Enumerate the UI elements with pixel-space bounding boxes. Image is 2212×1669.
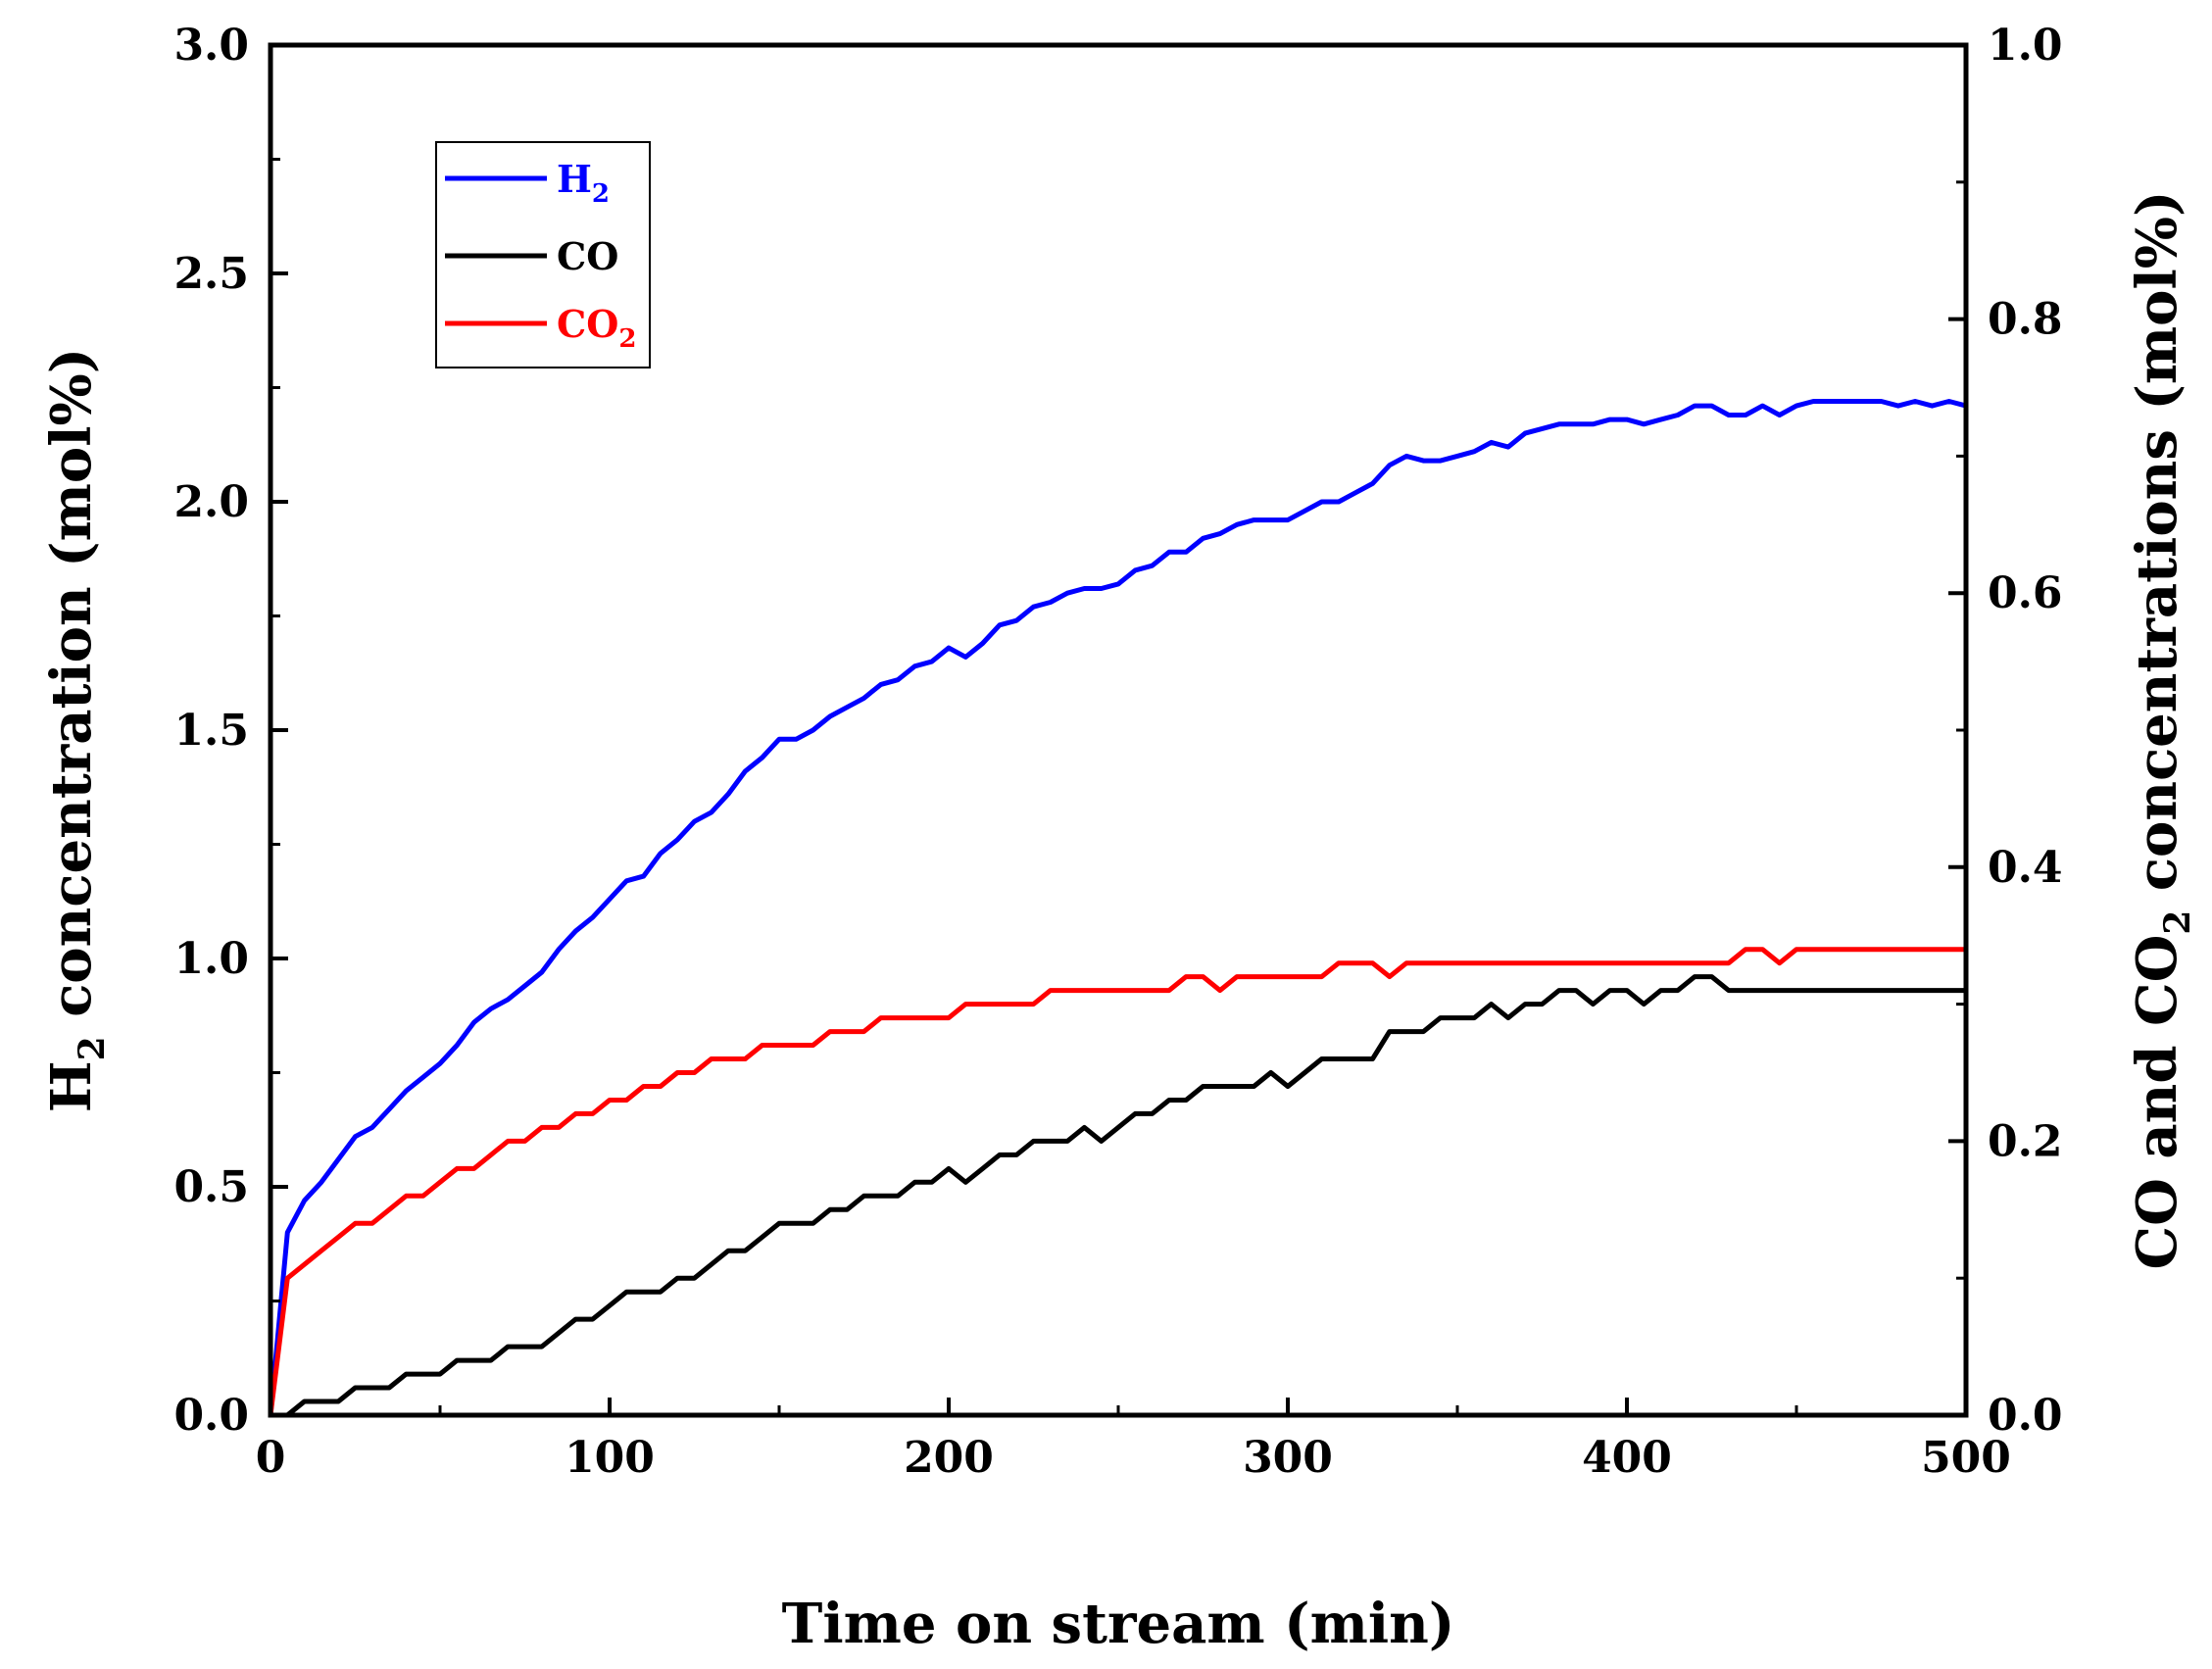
- y-axis-title-rest: concentration (mol%): [39, 348, 104, 1037]
- ticks-layer: 0 100 200 300 400 5000.00.51.01.52.02.53.00.0…: [173, 21, 2062, 1483]
- y-axis-title-sub: 2: [72, 1036, 113, 1060]
- y2-axis-title-post: concentrations (mol%): [2125, 191, 2189, 910]
- y2-tick-label: 0.6: [1988, 568, 2063, 618]
- x-tick-label: 500: [1921, 1433, 2011, 1483]
- y2-tick-label: 0.2: [1988, 1116, 2063, 1166]
- x-tick-label: 200: [904, 1433, 994, 1483]
- legend-label-co: CO: [557, 234, 618, 278]
- legend: H2 CO CO2: [435, 141, 651, 368]
- y2-tick-label: 0.0: [1988, 1391, 2063, 1441]
- y2-axis-title: CO and CO2 concentrations (mol%): [2125, 191, 2198, 1270]
- series-layer: [268, 399, 1969, 1418]
- y-tick-label: 0.5: [173, 1162, 249, 1212]
- y-axis-title: H2 concentration (mol%): [39, 348, 113, 1113]
- series-line-co2: [268, 947, 1969, 1418]
- x-tick-label: 0: [256, 1433, 286, 1483]
- legend-label-co2-main: CO: [557, 302, 618, 346]
- y-tick-label: 2.0: [173, 477, 249, 527]
- y2-tick-label: 1.0: [1988, 21, 2063, 71]
- y-tick-label: 1.0: [173, 934, 249, 984]
- y-tick-label: 1.5: [173, 706, 249, 756]
- series-line-co: [268, 974, 1969, 1418]
- y-tick-label: 0.0: [173, 1391, 249, 1441]
- y2-tick-label: 0.8: [1988, 295, 2063, 345]
- legend-label-h2: H2: [557, 157, 610, 209]
- x-tick-label: 100: [565, 1433, 655, 1483]
- y-tick-label: 3.0: [173, 21, 249, 71]
- y2-axis-title-sub: 2: [2157, 910, 2198, 935]
- legend-label-h2-main: H: [557, 157, 592, 201]
- series-line-h2: [268, 399, 1969, 1418]
- legend-label-co-main: CO: [557, 234, 618, 278]
- y2-tick-label: 0.4: [1988, 843, 2063, 893]
- legend-label-co2-sub: 2: [618, 324, 636, 354]
- y-tick-label: 2.5: [173, 249, 249, 299]
- legend-label-h2-sub: 2: [592, 179, 610, 209]
- y2-axis-title-pre: CO and CO: [2125, 935, 2189, 1270]
- y-axis-title-main: H: [39, 1060, 104, 1112]
- x-tick-label: 400: [1582, 1433, 1672, 1483]
- legend-label-co2: CO2: [557, 302, 636, 354]
- x-tick-label: 300: [1243, 1433, 1333, 1483]
- x-axis-title: Time on stream (min): [782, 1592, 1455, 1656]
- plot-frame: [268, 42, 1969, 1418]
